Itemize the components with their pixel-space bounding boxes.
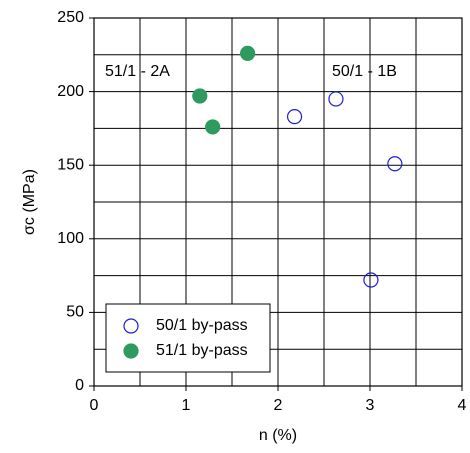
x-tick-label: 4 xyxy=(458,397,467,414)
point xyxy=(328,91,344,107)
y-tick-label: 150 xyxy=(57,156,84,173)
legend-marker xyxy=(123,318,139,334)
x-tick-label: 3 xyxy=(366,397,375,414)
legend-marker xyxy=(123,343,139,359)
y-tick-label: 50 xyxy=(66,304,84,321)
x-tick-label: 1 xyxy=(182,397,191,414)
x-axis-label: n (%) xyxy=(259,427,297,444)
y-tick-label: 0 xyxy=(75,377,84,394)
y-tick-label: 100 xyxy=(57,230,84,247)
y-tick-label: 250 xyxy=(57,9,84,26)
point xyxy=(192,88,208,104)
y-tick-label: 200 xyxy=(57,83,84,100)
x-tick-label: 0 xyxy=(90,397,99,414)
legend-label: 51/1 by-pass xyxy=(156,342,248,359)
point xyxy=(205,119,221,135)
y-axis-label: σc (MPa) xyxy=(21,169,38,235)
annotation: 51/1 - 2A xyxy=(105,63,170,80)
legend-box xyxy=(105,303,271,373)
point xyxy=(240,45,256,61)
legend-label: 50/1 by-pass xyxy=(156,317,248,334)
annotation: 50/1 - 1B xyxy=(332,63,397,80)
point xyxy=(387,156,403,172)
x-tick-label: 2 xyxy=(274,397,283,414)
point xyxy=(363,272,379,288)
point xyxy=(286,109,303,125)
